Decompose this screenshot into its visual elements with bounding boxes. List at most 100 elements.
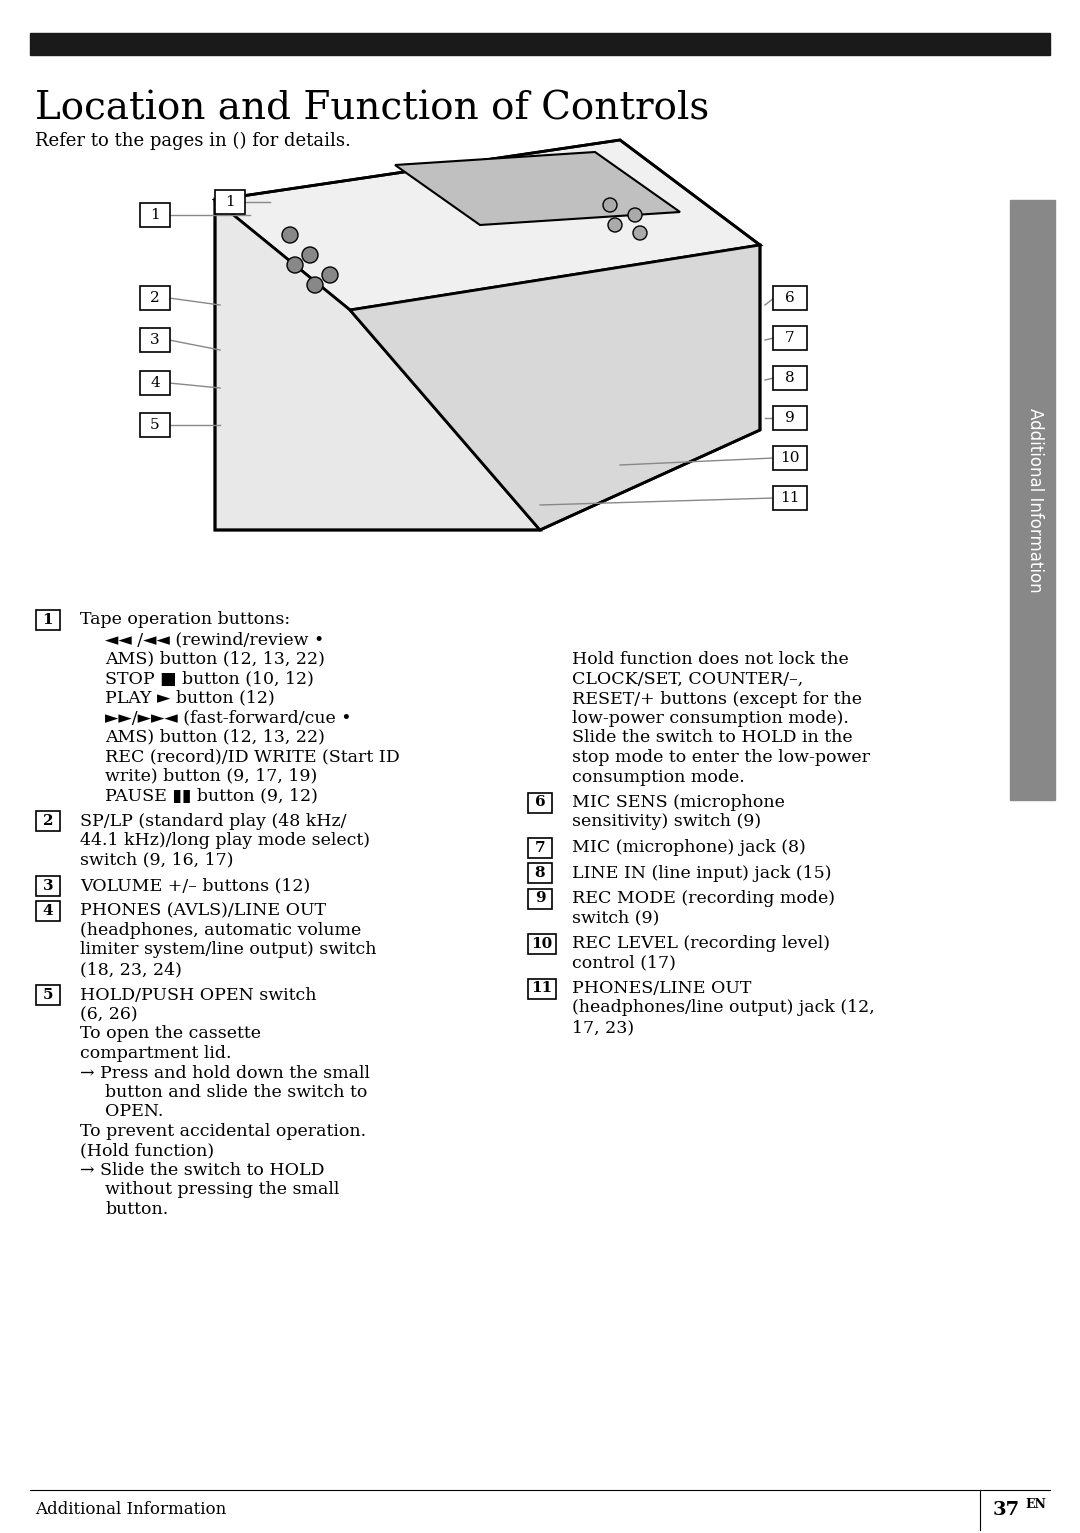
Text: write) button (9, 17, 19): write) button (9, 17, 19) [105,768,318,785]
Text: 8: 8 [785,371,795,385]
Text: sensitivity) switch (9): sensitivity) switch (9) [572,814,761,831]
Text: Location and Function of Controls: Location and Function of Controls [35,90,710,127]
Text: EN: EN [1025,1498,1045,1510]
FancyBboxPatch shape [528,793,552,812]
Text: AMS) button (12, 13, 22): AMS) button (12, 13, 22) [105,728,325,745]
FancyBboxPatch shape [528,889,552,909]
Text: limiter system/line output) switch: limiter system/line output) switch [80,941,377,958]
FancyBboxPatch shape [36,901,60,921]
Text: switch (9, 16, 17): switch (9, 16, 17) [80,851,233,869]
Text: 1: 1 [150,208,160,222]
Text: 8: 8 [535,866,545,880]
Text: HOLD/PUSH OPEN switch: HOLD/PUSH OPEN switch [80,987,316,1004]
Text: consumption mode.: consumption mode. [572,768,745,785]
Text: 10: 10 [531,937,553,950]
Text: PAUSE ▮▮ button (9, 12): PAUSE ▮▮ button (9, 12) [105,786,318,803]
Text: without pressing the small: without pressing the small [105,1182,339,1199]
Text: control (17): control (17) [572,955,676,972]
Text: (18, 23, 24): (18, 23, 24) [80,961,181,978]
Text: To prevent accidental operation.: To prevent accidental operation. [80,1124,366,1141]
FancyBboxPatch shape [773,327,807,350]
Text: PHONES/LINE OUT: PHONES/LINE OUT [572,980,752,996]
Text: 1: 1 [43,613,53,627]
Text: (headphones, automatic volume: (headphones, automatic volume [80,921,361,940]
Text: Refer to the pages in () for details.: Refer to the pages in () for details. [35,132,351,150]
FancyBboxPatch shape [140,202,170,227]
Text: REC (record)/ID WRITE (Start ID: REC (record)/ID WRITE (Start ID [105,748,400,765]
FancyBboxPatch shape [36,610,60,630]
Text: RESET/+ buttons (except for the: RESET/+ buttons (except for the [572,690,862,708]
FancyBboxPatch shape [773,366,807,389]
Text: PHONES (AVLS)/LINE OUT: PHONES (AVLS)/LINE OUT [80,903,326,920]
Text: 6: 6 [785,291,795,305]
Bar [1010,199,1055,800]
Circle shape [633,225,647,241]
Text: button and slide the switch to: button and slide the switch to [105,1084,367,1101]
Text: SP/LP (standard play (48 kHz/: SP/LP (standard play (48 kHz/ [80,812,347,829]
FancyBboxPatch shape [528,837,552,857]
Text: (headphones/line output) jack (12,: (headphones/line output) jack (12, [572,1000,875,1016]
Circle shape [608,218,622,231]
Text: Hold function does not lock the: Hold function does not lock the [572,652,849,668]
Polygon shape [350,245,760,530]
FancyBboxPatch shape [36,986,60,1006]
Text: button.: button. [105,1200,168,1219]
Text: 4: 4 [43,904,53,918]
Polygon shape [215,199,540,530]
Text: VOLUME +/– buttons (12): VOLUME +/– buttons (12) [80,877,310,894]
Text: 9: 9 [785,411,795,425]
Polygon shape [395,152,680,225]
Text: low-power consumption mode).: low-power consumption mode). [572,710,849,727]
Circle shape [287,258,303,273]
Text: 3: 3 [150,333,160,346]
Text: → Slide the switch to HOLD: → Slide the switch to HOLD [80,1162,324,1179]
Text: MIC SENS (microphone: MIC SENS (microphone [572,794,785,811]
Text: ◄◄ /◄◄ (rewind/review •: ◄◄ /◄◄ (rewind/review • [105,632,324,648]
Text: Tape operation buttons:: Tape operation buttons: [80,612,291,629]
FancyBboxPatch shape [140,371,170,396]
FancyBboxPatch shape [140,328,170,353]
FancyBboxPatch shape [140,412,170,437]
Text: PLAY ► button (12): PLAY ► button (12) [105,690,274,707]
Text: 17, 23): 17, 23) [572,1019,634,1036]
FancyBboxPatch shape [36,811,60,831]
FancyBboxPatch shape [773,486,807,510]
Text: 4: 4 [150,376,160,389]
Text: 5: 5 [150,419,160,432]
Text: (6, 26): (6, 26) [80,1006,137,1023]
Text: switch (9): switch (9) [572,909,660,926]
Text: 2: 2 [150,291,160,305]
Text: REC MODE (recording mode): REC MODE (recording mode) [572,891,835,908]
Circle shape [603,198,617,212]
FancyBboxPatch shape [773,406,807,429]
Text: 6: 6 [535,796,545,809]
Circle shape [322,267,338,284]
FancyBboxPatch shape [36,875,60,895]
Circle shape [282,227,298,244]
FancyBboxPatch shape [773,446,807,471]
FancyBboxPatch shape [528,978,556,998]
Text: AMS) button (12, 13, 22): AMS) button (12, 13, 22) [105,650,325,667]
Text: 10: 10 [780,451,800,464]
FancyBboxPatch shape [528,934,556,954]
Text: CLOCK/SET, COUNTER/–,: CLOCK/SET, COUNTER/–, [572,671,804,688]
Text: 5: 5 [43,987,53,1003]
Text: 9: 9 [535,892,545,906]
Text: 3: 3 [43,878,53,892]
Text: compartment lid.: compartment lid. [80,1046,231,1062]
Text: 2: 2 [43,814,53,828]
Text: → Press and hold down the small: → Press and hold down the small [80,1064,370,1081]
Bar [30,34,1050,55]
Text: Additional Information: Additional Information [1026,408,1044,592]
Text: 11: 11 [531,981,553,995]
Text: LINE IN (line input) jack (15): LINE IN (line input) jack (15) [572,865,832,881]
Text: 7: 7 [785,331,795,345]
Circle shape [627,208,642,222]
Text: OPEN.: OPEN. [105,1104,163,1121]
Circle shape [302,247,318,264]
FancyBboxPatch shape [215,190,245,215]
Text: 11: 11 [780,491,800,504]
Circle shape [307,277,323,293]
Text: 1: 1 [225,195,234,208]
FancyBboxPatch shape [140,287,170,310]
